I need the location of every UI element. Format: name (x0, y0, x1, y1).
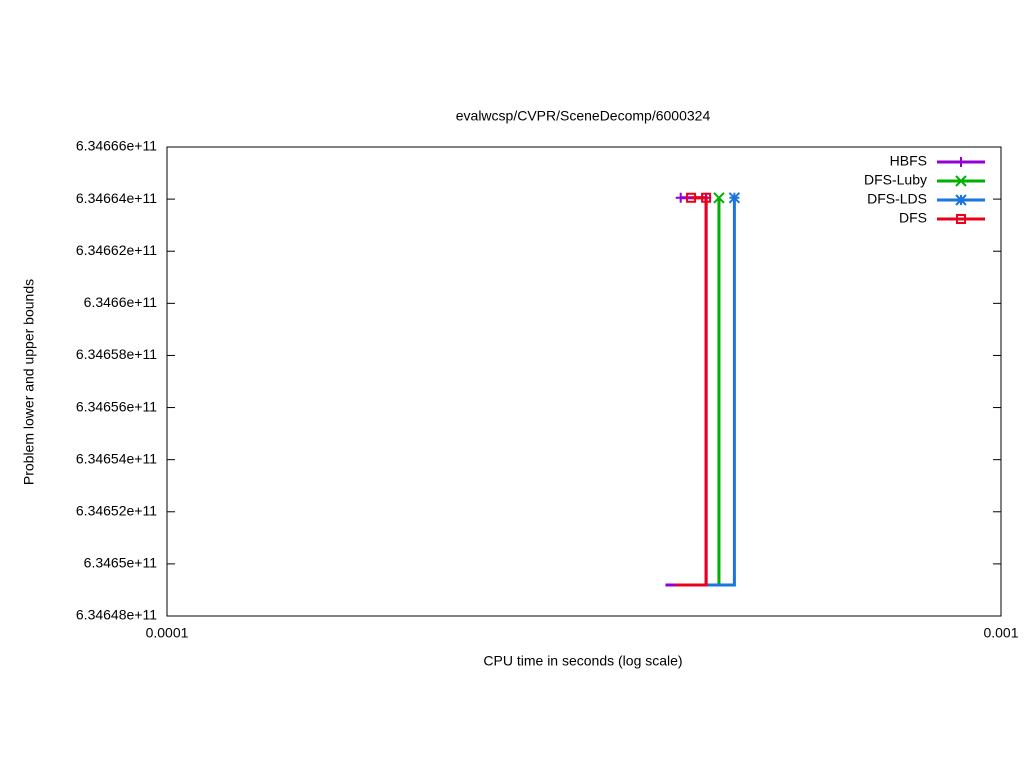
chart-title: evalwcsp/CVPR/SceneDecomp/6000324 (456, 108, 711, 124)
marker (686, 192, 697, 203)
marker (956, 157, 966, 167)
marker (956, 214, 966, 224)
y-tick-label: 6.34658e+11 (76, 346, 157, 362)
y-tick-label: 6.3466e+11 (84, 294, 158, 310)
x-tick-label: 0.0001 (146, 625, 189, 641)
y-tick-label: 6.34648e+11 (76, 607, 157, 623)
marker (955, 194, 967, 206)
marker (713, 192, 725, 204)
y-tick-label: 6.34652e+11 (76, 502, 157, 518)
series-line (675, 196, 708, 587)
x-axis-label: CPU time in seconds (log scale) (483, 653, 682, 669)
legend-label: DFS-Luby (864, 172, 927, 188)
marker (701, 192, 712, 203)
series-line (675, 197, 721, 587)
y-tick-label: 6.34656e+11 (76, 398, 157, 414)
series-line (665, 196, 708, 587)
marker (955, 175, 967, 187)
y-tick-label: 6.34664e+11 (76, 190, 157, 206)
y-tick-label: 6.3465e+11 (84, 555, 158, 571)
x-tick-label: 0.001 (983, 625, 1018, 641)
y-tick-label: 6.34662e+11 (76, 242, 157, 258)
marker (675, 192, 686, 203)
legend-label: DFS-LDS (867, 191, 927, 207)
y-tick-label: 6.34666e+11 (76, 138, 157, 154)
y-axis-label: Problem lower and upper bounds (21, 279, 37, 485)
legend-label: HBFS (890, 153, 927, 169)
plot-frame (166, 146, 1002, 617)
y-tick-label: 6.34654e+11 (76, 450, 157, 466)
marker (728, 192, 741, 204)
legend-label: DFS (899, 210, 927, 226)
